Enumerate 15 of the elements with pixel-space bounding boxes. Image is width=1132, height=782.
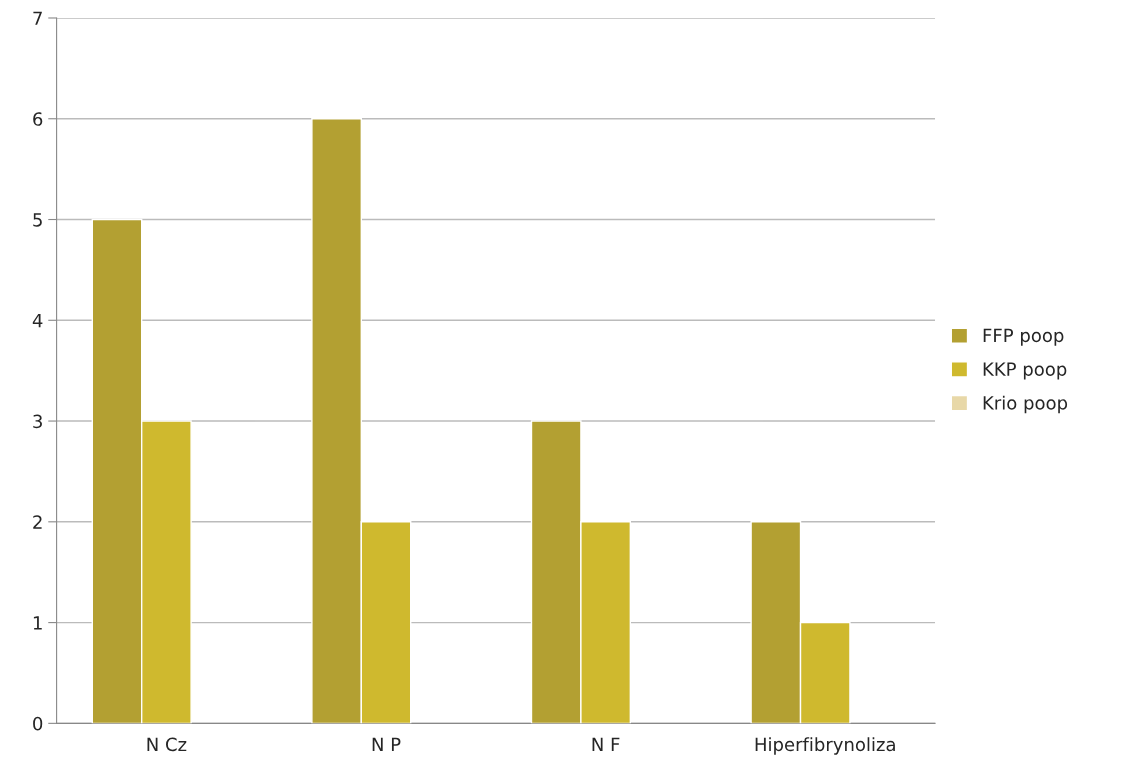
x-tick-label: Hiperfibrynoliza	[755, 737, 895, 755]
x-tick-label: N Cz	[147, 737, 187, 752]
y-tick-label: 2	[33, 515, 42, 529]
legend-label: FFP poop	[983, 328, 1064, 346]
y-tick-label: 7	[33, 11, 42, 25]
y-tick-label: 6	[33, 112, 43, 126]
y-tick-label: 4	[32, 313, 43, 328]
y-tick-label: 5	[33, 213, 42, 227]
legend-label: KKP poop	[983, 362, 1067, 380]
y-tick-label: 1	[33, 616, 42, 630]
y-tick-label: 3	[33, 414, 42, 429]
x-tick-label: N F	[592, 737, 620, 751]
x-tick-label: N P	[372, 737, 401, 751]
legend-label: Krio poop	[983, 395, 1068, 414]
y-tick-label: 0	[33, 716, 43, 731]
